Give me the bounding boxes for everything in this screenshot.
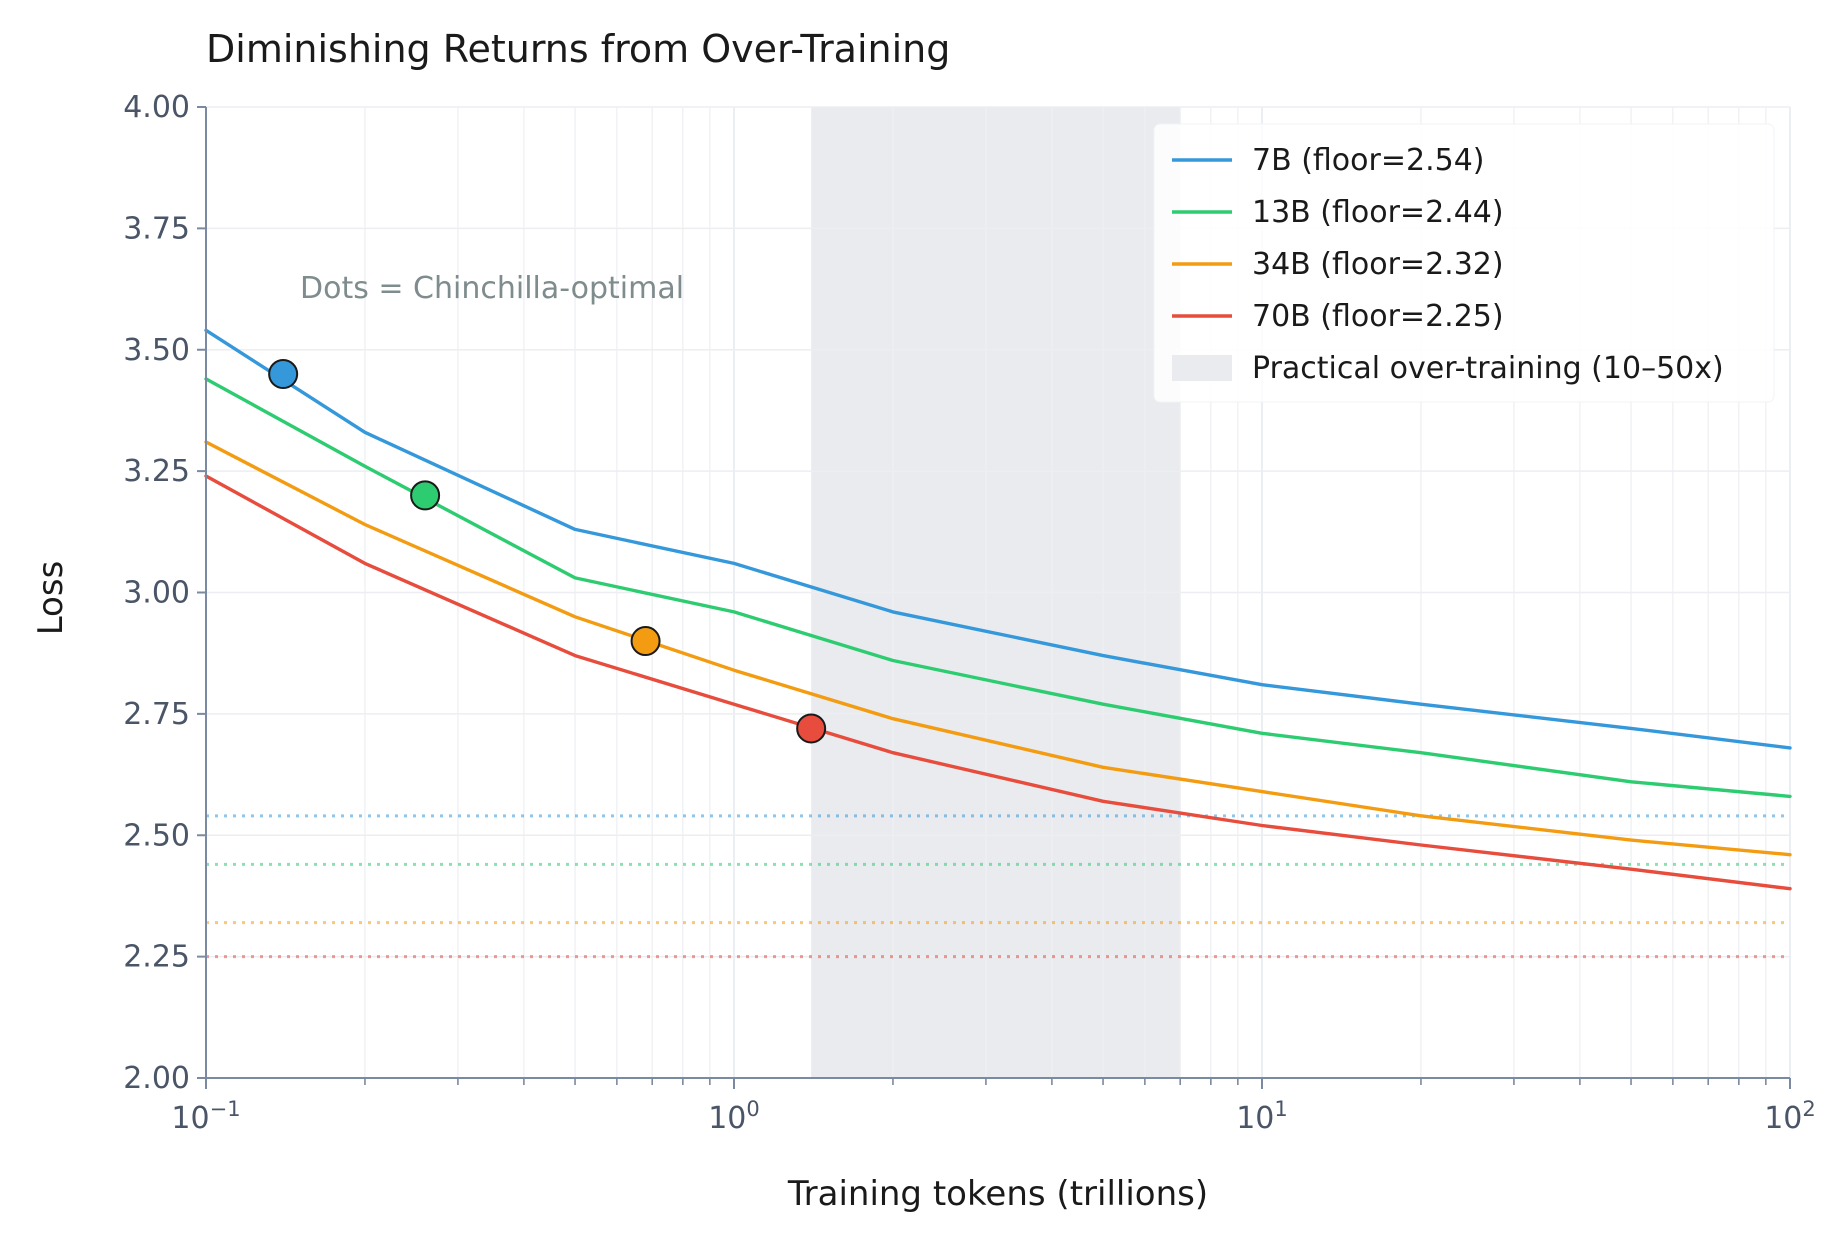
tick-label-y: 3.50 [123, 333, 190, 368]
series-line [204, 377, 1792, 799]
legend-swatch-region [1172, 355, 1232, 381]
tick-label-y: 2.25 [123, 940, 190, 975]
x-axis-label: Training tokens (trillions) [787, 1174, 1208, 1214]
tick-label-x: 102 [1764, 1097, 1816, 1136]
chinchilla-optimal-dot [796, 713, 827, 744]
tick-label-x: 100 [708, 1097, 760, 1136]
legend-label: 13B (floor=2.44) [1252, 195, 1504, 230]
tick-label-y: 4.00 [123, 90, 190, 125]
series-line [204, 474, 1792, 891]
chinchilla-optimal-dot [410, 480, 441, 511]
legend-label: 70B (floor=2.25) [1252, 299, 1504, 334]
tick-label-x: 101 [1236, 1097, 1288, 1136]
legend-label: Practical over-training (10–50x) [1252, 351, 1724, 386]
series-line [204, 328, 1792, 750]
tick-label-y: 2.50 [123, 818, 190, 853]
legend-label: 34B (floor=2.32) [1252, 247, 1504, 282]
chinchilla-optimal-dot [630, 626, 661, 657]
tick-label-x: 10−1 [171, 1097, 240, 1136]
legend-box [1153, 123, 1775, 403]
tick-label-y: 3.00 [123, 576, 190, 611]
tick-label-y: 2.75 [123, 697, 190, 732]
tick-label-y: 2.00 [123, 1061, 190, 1096]
chinchilla-optimal-dot [268, 359, 299, 390]
legend-label: 7B (floor=2.54) [1252, 143, 1485, 178]
tick-label-y: 3.25 [123, 454, 190, 489]
chart-title: Diminishing Returns from Over-Training [206, 27, 950, 71]
tick-label-y: 3.75 [123, 211, 190, 246]
series-line [204, 440, 1792, 857]
chinchilla-annotation: Dots = Chinchilla-optimal [300, 271, 684, 306]
y-axis-label: Loss [31, 561, 71, 636]
legend: 7B (floor=2.54) 13B (floor=2.44) 34B (floo… [1153, 123, 1775, 403]
